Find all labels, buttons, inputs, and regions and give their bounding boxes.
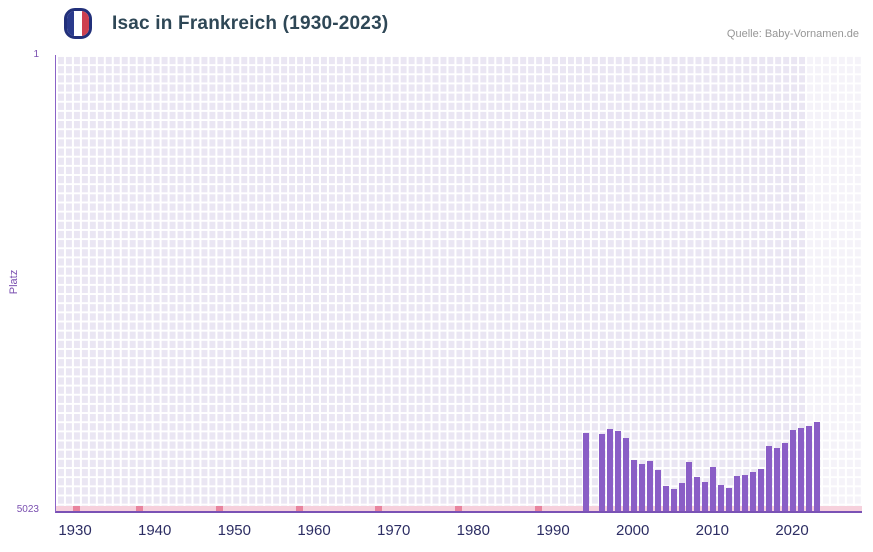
bar-2004[interactable] xyxy=(662,486,669,511)
flag-red-stripe xyxy=(81,11,89,36)
plot-area xyxy=(55,55,862,513)
bar-2006[interactable] xyxy=(678,483,685,511)
no-data-marker-1938 xyxy=(136,506,144,511)
bar-2010[interactable] xyxy=(710,467,717,511)
x-axis-ticks: 1930 1940 1950 1960 1970 1980 1990 2000 2010 2020 xyxy=(0,522,873,544)
flag-white-stripe xyxy=(74,11,82,36)
x-tick-2010: 2010 xyxy=(695,522,729,539)
bar-1994[interactable] xyxy=(582,433,589,511)
bar-2007[interactable] xyxy=(686,462,693,511)
bar-2009[interactable] xyxy=(702,481,709,511)
chart-title: Isac in Frankreich (1930-2023) xyxy=(112,13,389,34)
bar-2008[interactable] xyxy=(694,477,701,511)
no-data-marker-1948 xyxy=(215,506,223,511)
bar-1999[interactable] xyxy=(622,437,629,511)
x-tick-1940: 1940 xyxy=(138,522,172,539)
y-axis-title: Platz xyxy=(8,269,20,295)
bar-2020[interactable] xyxy=(790,429,796,511)
bar-2002[interactable] xyxy=(646,460,653,511)
bar-2021[interactable] xyxy=(798,427,804,511)
y-tick-top: 1 xyxy=(33,49,39,60)
bar-2011[interactable] xyxy=(718,485,725,511)
bar-2012[interactable] xyxy=(726,487,733,511)
no-data-marker-1988 xyxy=(534,506,542,511)
bar-2003[interactable] xyxy=(654,469,661,511)
x-tick-1970: 1970 xyxy=(377,522,411,539)
x-tick-2020: 2020 xyxy=(775,522,809,539)
y-tick-bottom: 5023 xyxy=(16,504,39,515)
no-data-marker-1968 xyxy=(375,506,383,511)
bar-2019[interactable] xyxy=(782,443,788,511)
x-tick-1960: 1960 xyxy=(297,522,331,539)
chart-header: Isac in Frankreich (1930-2023) Quelle: B… xyxy=(64,8,859,48)
source-credit: Quelle: Baby-Vornamen.de xyxy=(726,28,859,40)
bar-1998[interactable] xyxy=(614,430,621,511)
no-data-marker-1958 xyxy=(295,506,303,511)
bar-2001[interactable] xyxy=(638,464,645,511)
no-data-marker-1930 xyxy=(72,506,80,511)
france-flag-icon xyxy=(64,8,92,39)
bar-2016[interactable] xyxy=(758,468,765,511)
no-data-marker-1978 xyxy=(454,506,462,511)
x-tick-2000: 2000 xyxy=(616,522,650,539)
bar-1996[interactable] xyxy=(598,434,605,511)
bar-2022[interactable] xyxy=(805,425,812,511)
x-tick-1980: 1980 xyxy=(456,522,490,539)
bar-2023[interactable] xyxy=(813,422,820,511)
bar-2005[interactable] xyxy=(670,488,677,511)
bar-1997[interactable] xyxy=(606,428,613,511)
bar-2014[interactable] xyxy=(742,475,749,511)
bar-2018[interactable] xyxy=(774,447,781,511)
flag-blue-stripe xyxy=(67,11,75,36)
x-tick-1990: 1990 xyxy=(536,522,570,539)
bar-2015[interactable] xyxy=(750,471,757,511)
bar-2017[interactable] xyxy=(766,446,773,511)
x-tick-1930: 1930 xyxy=(58,522,92,539)
x-tick-1950: 1950 xyxy=(217,522,251,539)
bar-2000[interactable] xyxy=(630,459,637,511)
bar-2013[interactable] xyxy=(734,476,741,511)
